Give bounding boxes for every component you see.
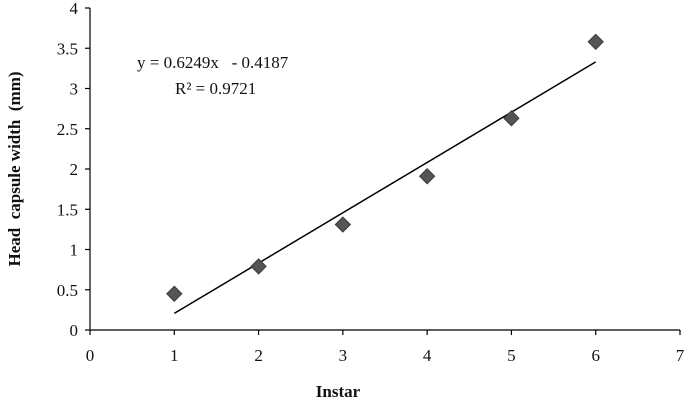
x-tick-label: 6 <box>591 346 600 365</box>
x-tick-label: 2 <box>254 346 263 365</box>
y-tick-label: 0 <box>70 321 79 340</box>
x-tick-label: 7 <box>676 346 685 365</box>
y-tick-label: 2.5 <box>57 120 78 139</box>
data-point <box>250 258 267 275</box>
equation-annotation: y = 0.6249x - 0.4187 <box>137 53 289 72</box>
y-ticks: 0 0.5 1 1.5 2 2.5 3 3.5 4 <box>57 0 90 340</box>
y-axis-title: Head capsule width (mm) <box>5 71 24 266</box>
trendline-group <box>173 61 597 315</box>
trendline <box>173 61 597 315</box>
data-point <box>503 110 520 127</box>
y-tick-label: 4 <box>70 0 79 18</box>
x-tick-label: 4 <box>423 346 432 365</box>
y-tick-label: 1 <box>70 241 79 260</box>
r-squared-annotation: R² = 0.9721 <box>175 79 256 98</box>
y-tick-label: 1.5 <box>57 200 78 219</box>
x-ticks: 0 1 2 3 4 5 6 7 <box>86 330 685 365</box>
x-tick-label: 5 <box>507 346 516 365</box>
y-tick-label: 0.5 <box>57 281 78 300</box>
x-tick-label: 3 <box>339 346 348 365</box>
data-point <box>166 285 183 302</box>
data-point <box>418 168 436 185</box>
x-axis-title: Instar <box>316 382 361 401</box>
y-tick-label: 3 <box>70 80 79 99</box>
data-point <box>587 33 604 51</box>
x-tick-label: 1 <box>170 346 179 365</box>
y-tick-label: 3.5 <box>57 39 78 58</box>
data-point <box>334 216 352 233</box>
data-points <box>166 33 604 302</box>
y-tick-label: 2 <box>70 160 79 179</box>
x-tick-label: 0 <box>86 346 95 365</box>
